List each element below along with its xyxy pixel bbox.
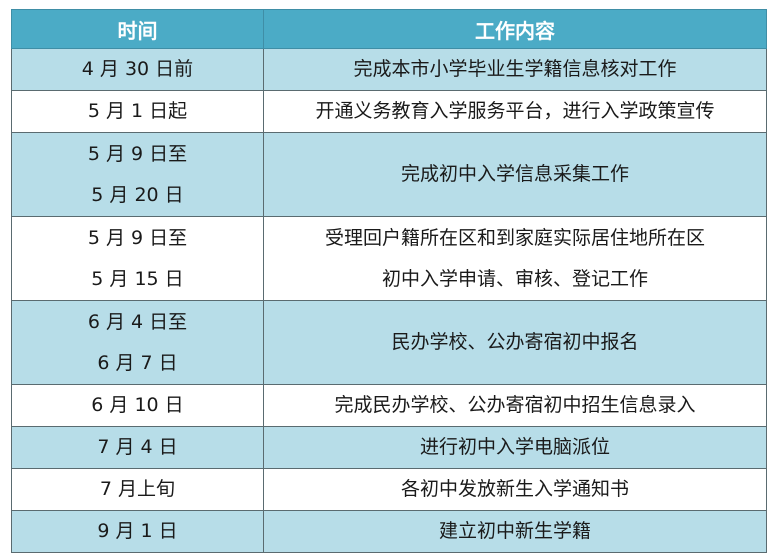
time-text: 4 月 30 日前 xyxy=(81,58,194,80)
time-text: 5 月 20 日 xyxy=(91,183,184,206)
table-row: 5 月 9 日至 5 月 20 日 完成初中入学信息采集工作 xyxy=(11,132,767,217)
time-text: 7 月 4 日 xyxy=(97,436,178,458)
header-row: 时间 工作内容 xyxy=(11,9,767,49)
time-cell: 5 月 1 日起 xyxy=(11,90,264,133)
content-text: 完成初中入学信息采集工作 xyxy=(400,163,629,185)
content-text: 开通义务教育入学服务平台，进行入学政策宣传 xyxy=(315,100,715,122)
content-text: 建立初中新生学籍 xyxy=(438,520,591,542)
time-cell: 6 月 10 日 xyxy=(11,384,264,427)
time-text: 5 月 9 日至 xyxy=(87,142,188,165)
table-row: 9 月 1 日 建立初中新生学籍 xyxy=(11,510,767,553)
content-text: 初中入学申请、审核、登记工作 xyxy=(381,267,648,290)
header-time: 时间 xyxy=(11,9,264,49)
content-cell: 民办学校、公办寄宿初中报名 xyxy=(263,300,767,385)
time-cell: 5 月 9 日至 5 月 15 日 xyxy=(11,216,264,301)
content-text: 进行初中入学电脑派位 xyxy=(419,436,610,458)
time-text: 7 月上旬 xyxy=(99,478,176,500)
time-text: 9 月 1 日 xyxy=(97,520,178,542)
content-cell: 完成初中入学信息采集工作 xyxy=(263,132,767,217)
header-content: 工作内容 xyxy=(263,9,767,49)
schedule-table: 时间 工作内容 4 月 30 日前 完成本市小学毕业生学籍信息核对工作 5 月 1 … xyxy=(11,9,767,553)
content-text: 受理回户籍所在区和到家庭实际居住地所在区 xyxy=(324,226,705,249)
table-row: 5 月 9 日至 5 月 15 日 受理回户籍所在区和到家庭实际居住地所在区 初中入学… xyxy=(11,216,767,301)
time-text: 6 月 10 日 xyxy=(91,394,184,416)
content-cell: 建立初中新生学籍 xyxy=(263,510,767,553)
content-text: 完成本市小学毕业生学籍信息核对工作 xyxy=(353,58,677,80)
table-row: 6 月 10 日 完成民办学校、公办寄宿初中招生信息录入 xyxy=(11,384,767,427)
content-cell: 各初中发放新生入学通知书 xyxy=(263,468,767,511)
content-cell: 进行初中入学电脑派位 xyxy=(263,426,767,469)
time-cell: 5 月 9 日至 5 月 20 日 xyxy=(11,132,264,217)
time-text: 5 月 15 日 xyxy=(91,267,184,290)
time-cell: 9 月 1 日 xyxy=(11,510,264,553)
content-text: 完成民办学校、公办寄宿初中招生信息录入 xyxy=(334,394,696,416)
time-cell: 7 月 4 日 xyxy=(11,426,264,469)
table-row: 7 月上旬 各初中发放新生入学通知书 xyxy=(11,468,767,511)
time-text: 5 月 1 日起 xyxy=(87,100,188,122)
time-cell: 6 月 4 日至 6 月 7 日 xyxy=(11,300,264,385)
content-cell: 受理回户籍所在区和到家庭实际居住地所在区 初中入学申请、审核、登记工作 xyxy=(263,216,767,301)
time-cell: 4 月 30 日前 xyxy=(11,48,264,91)
content-cell: 完成本市小学毕业生学籍信息核对工作 xyxy=(263,48,767,91)
time-text: 6 月 7 日 xyxy=(97,351,178,374)
content-cell: 完成民办学校、公办寄宿初中招生信息录入 xyxy=(263,384,767,427)
content-text: 各初中发放新生入学通知书 xyxy=(400,478,629,500)
table-row: 7 月 4 日 进行初中入学电脑派位 xyxy=(11,426,767,469)
content-cell: 开通义务教育入学服务平台，进行入学政策宣传 xyxy=(263,90,767,133)
time-cell: 7 月上旬 xyxy=(11,468,264,511)
table-row: 5 月 1 日起 开通义务教育入学服务平台，进行入学政策宣传 xyxy=(11,90,767,133)
time-text: 6 月 4 日至 xyxy=(87,310,188,333)
table-row: 6 月 4 日至 6 月 7 日 民办学校、公办寄宿初中报名 xyxy=(11,300,767,385)
content-text: 民办学校、公办寄宿初中报名 xyxy=(391,331,639,353)
table-row: 4 月 30 日前 完成本市小学毕业生学籍信息核对工作 xyxy=(11,48,767,91)
time-text: 5 月 9 日至 xyxy=(87,226,188,249)
